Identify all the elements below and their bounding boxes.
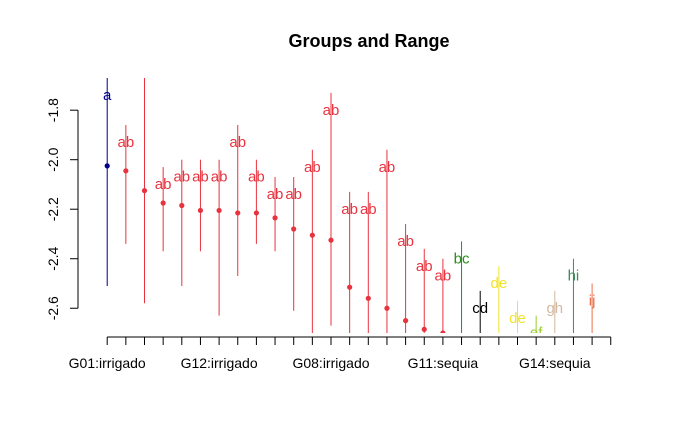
group-letter-label: ef	[530, 325, 543, 342]
x-tick-label: G11:sequia	[408, 355, 479, 371]
group-letter-label: ab	[341, 201, 358, 218]
group-letter-label: ab	[229, 134, 246, 151]
group-letter-label: cd	[472, 300, 488, 317]
mean-point	[347, 284, 353, 290]
mean-point	[440, 330, 446, 333]
group-letter-label: ab	[435, 268, 452, 285]
group-letter-label: ab	[211, 169, 228, 186]
mean-point	[179, 202, 185, 209]
mean-point	[384, 305, 390, 311]
group-letter-label: ab	[360, 201, 377, 218]
group-letter-label: ab	[285, 186, 302, 203]
mean-point	[328, 237, 334, 243]
mean-point	[403, 318, 409, 324]
group-letter-label: ab	[416, 258, 433, 275]
mean-point	[253, 210, 259, 216]
group-letter-label: ab	[379, 159, 396, 176]
group-letter-label: gh	[546, 300, 563, 317]
mean-point	[421, 326, 427, 332]
y-tick-label: -2.6	[45, 296, 61, 320]
y-tick-label: -2.2	[45, 197, 61, 221]
mean-point	[272, 215, 278, 221]
mean-point	[216, 207, 222, 214]
x-tick-label: G12:irrigado	[181, 355, 258, 371]
group-letter-label: de	[509, 310, 526, 327]
group-letter-label: ab	[155, 176, 172, 193]
group-letter-label: de	[491, 275, 508, 292]
group-letter-label: ij	[589, 292, 596, 309]
mean-point	[160, 200, 166, 206]
y-axis: -2.6 -2.4 -2.2 -2.0 -1.8	[45, 98, 79, 320]
y-tick-label: -1.8	[45, 98, 61, 122]
group-letter-label: ab	[397, 233, 414, 250]
x-tick-label: G08:irrigado	[292, 355, 369, 371]
group-letter-label: ab	[267, 186, 284, 203]
chart-title: Groups and Range	[288, 31, 449, 51]
x-axis: G01:irrigado G12:irrigado G08:irrigado G11:…	[69, 336, 612, 371]
mean-point	[104, 163, 110, 169]
mean-point	[291, 226, 297, 232]
mean-point	[123, 168, 129, 174]
group-letter-label: a	[103, 87, 112, 104]
group-letter-label: hi	[568, 268, 580, 285]
mean-point	[365, 295, 371, 301]
group-letter-label: bc	[454, 250, 470, 267]
group-letter-label: ab	[248, 169, 265, 186]
y-tick-label: -2.4	[45, 246, 61, 270]
group-letter-label: ab	[192, 169, 209, 186]
group-letter-label: ab	[304, 159, 321, 176]
mean-point	[309, 232, 315, 238]
y-tick-label: -2.0	[45, 147, 61, 171]
x-tick-label: G14:sequia	[519, 355, 591, 371]
mean-point	[141, 188, 148, 194]
x-tick-label: G01:irrigado	[69, 355, 146, 371]
group-letter-label: ab	[118, 134, 135, 151]
group-letter-label: ab	[173, 169, 190, 186]
mean-point	[235, 210, 241, 216]
group-letter-label: ab	[323, 102, 340, 119]
mean-point	[197, 207, 204, 214]
